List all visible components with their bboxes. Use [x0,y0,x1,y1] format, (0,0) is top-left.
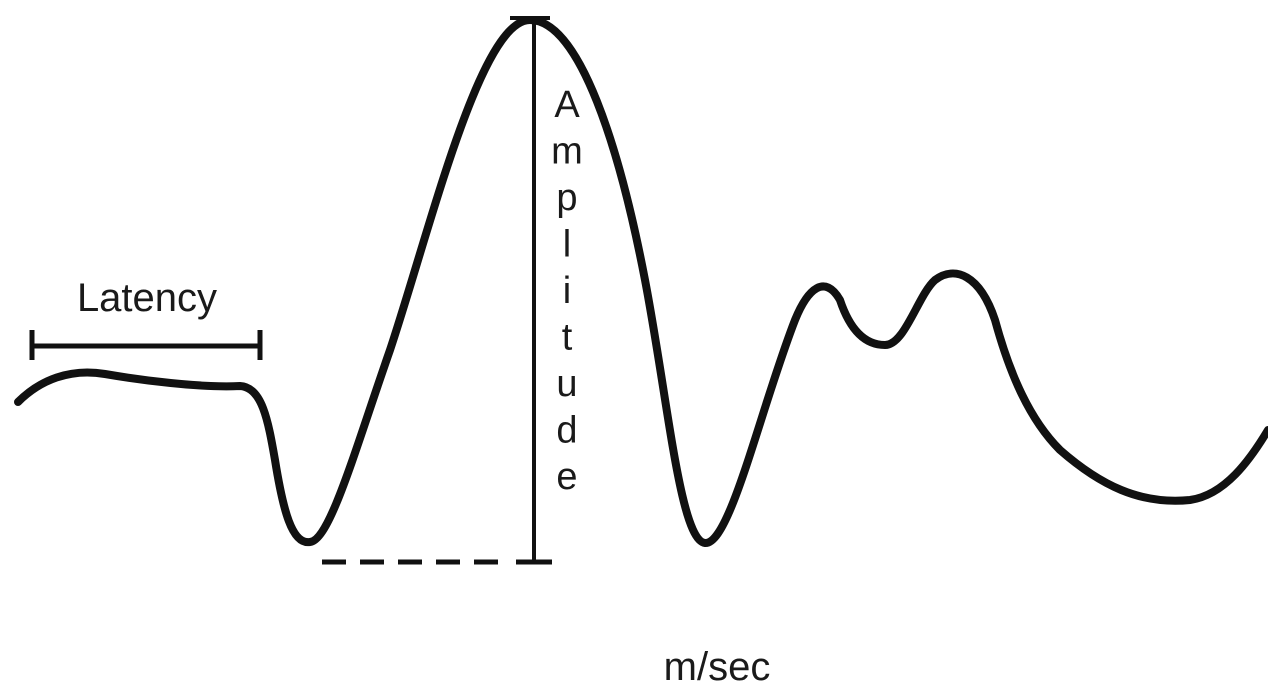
amplitude-label-letter: l [563,224,571,266]
latency-bracket [29,330,263,360]
amplitude-label-letter: A [554,84,580,126]
amplitude-label-letter: p [556,177,577,219]
amplitude-label-letter: d [556,410,577,452]
waveform-trace [14,16,1268,547]
amplitude-label-letter: u [556,363,577,405]
amplitude-label-letter: i [563,270,571,312]
amplitude-label-letter: e [556,456,577,498]
amplitude-label-letter: t [562,317,573,359]
latency-label: Latency [77,276,217,320]
amplitude-marker [510,16,552,565]
x-unit-label: m/sec [664,645,771,689]
amplitude-label-letter: m [551,131,583,173]
